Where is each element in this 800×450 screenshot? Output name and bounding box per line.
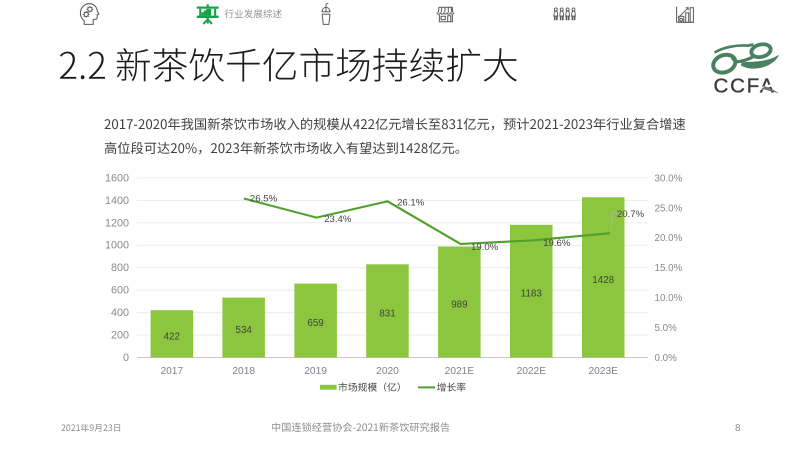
svg-text:20.7%: 20.7% xyxy=(617,209,645,220)
svg-text:8: 8 xyxy=(735,423,741,434)
svg-text:2018: 2018 xyxy=(232,366,255,377)
svg-text:2021E: 2021E xyxy=(445,366,475,377)
svg-text:26.5%: 26.5% xyxy=(250,194,278,205)
svg-text:1600: 1600 xyxy=(105,172,129,184)
svg-text:831: 831 xyxy=(379,309,395,320)
svg-text:1200: 1200 xyxy=(105,217,129,229)
svg-text:15.0%: 15.0% xyxy=(655,263,683,274)
svg-text:2019: 2019 xyxy=(304,366,327,377)
svg-text:989: 989 xyxy=(451,300,467,311)
svg-text:20.0%: 20.0% xyxy=(655,233,683,244)
svg-text:2020: 2020 xyxy=(376,366,399,377)
svg-text:2023E: 2023E xyxy=(588,366,618,377)
svg-text:25.0%: 25.0% xyxy=(655,203,683,214)
svg-text:CCFA: CCFA xyxy=(714,75,776,98)
svg-text:0.0%: 0.0% xyxy=(655,353,678,364)
svg-text:422: 422 xyxy=(164,331,180,342)
svg-text:26.1%: 26.1% xyxy=(397,198,425,209)
svg-text:10.0%: 10.0% xyxy=(655,293,683,304)
svg-text:600: 600 xyxy=(111,285,129,297)
svg-text:1400: 1400 xyxy=(105,195,129,207)
svg-text:1183: 1183 xyxy=(521,289,543,300)
svg-text:659: 659 xyxy=(307,318,323,329)
svg-text:19.6%: 19.6% xyxy=(543,238,571,249)
svg-text:5.0%: 5.0% xyxy=(655,323,678,334)
svg-text:2017: 2017 xyxy=(160,366,183,377)
svg-text:23.4%: 23.4% xyxy=(324,214,352,225)
svg-text:534: 534 xyxy=(236,325,253,336)
svg-text:800: 800 xyxy=(111,262,129,274)
svg-text:1428: 1428 xyxy=(592,275,614,286)
svg-text:2022E: 2022E xyxy=(517,366,547,377)
svg-text:200: 200 xyxy=(111,330,129,342)
svg-text:30.0%: 30.0% xyxy=(655,173,683,184)
svg-text:19.0%: 19.0% xyxy=(471,242,499,253)
svg-text:400: 400 xyxy=(111,307,129,319)
svg-text:1000: 1000 xyxy=(105,240,129,252)
svg-text:0: 0 xyxy=(123,352,129,364)
